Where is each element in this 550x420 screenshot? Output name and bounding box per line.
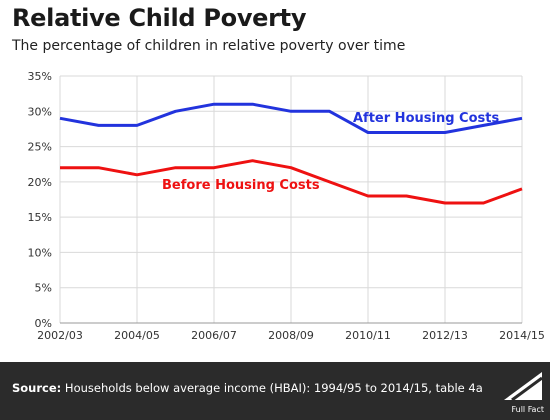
x-tick-label: 2014/15 — [499, 329, 545, 342]
source-label: Source: — [12, 381, 62, 395]
source-note: Source: Households below average income … — [12, 381, 483, 395]
x-tick-label: 2008/09 — [268, 329, 314, 342]
check-mark-icon — [504, 372, 543, 402]
x-tick-label: 2010/11 — [345, 329, 391, 342]
y-tick-label: 35% — [28, 70, 52, 83]
y-tick-label: 15% — [28, 211, 52, 224]
y-tick-label: 0% — [35, 317, 52, 330]
x-tick-label: 2012/13 — [422, 329, 468, 342]
series-line — [60, 159, 523, 205]
line-chart: 0% 5% 10% 15% 20% 25% 30% 35% 2002/03 2004/05 2006… — [28, 70, 545, 342]
y-tick-label: 25% — [28, 141, 52, 154]
x-tick-label: 2004/05 — [114, 329, 160, 342]
chart-title: Relative Child Poverty — [12, 4, 307, 32]
y-tick-label: 5% — [35, 282, 52, 295]
y-tick-label: 30% — [28, 105, 52, 118]
logo-text: Full Fact — [511, 405, 544, 414]
series-label: Before Housing Costs — [162, 178, 320, 193]
x-tick-label: 2002/03 — [37, 329, 83, 342]
series-line — [59, 102, 523, 134]
full-fact-logo: Full Fact — [502, 370, 544, 414]
y-tick-label: 20% — [28, 176, 52, 189]
source-text: Households below average income (HBAI): … — [64, 381, 483, 395]
x-tick-label: 2006/07 — [191, 329, 237, 342]
chart-subtitle: The percentage of children in relative p… — [12, 38, 406, 54]
series-label: After Housing Costs — [353, 111, 499, 126]
y-tick-label: 10% — [28, 246, 52, 259]
footer-bar: Source: Households below average income … — [0, 362, 550, 420]
